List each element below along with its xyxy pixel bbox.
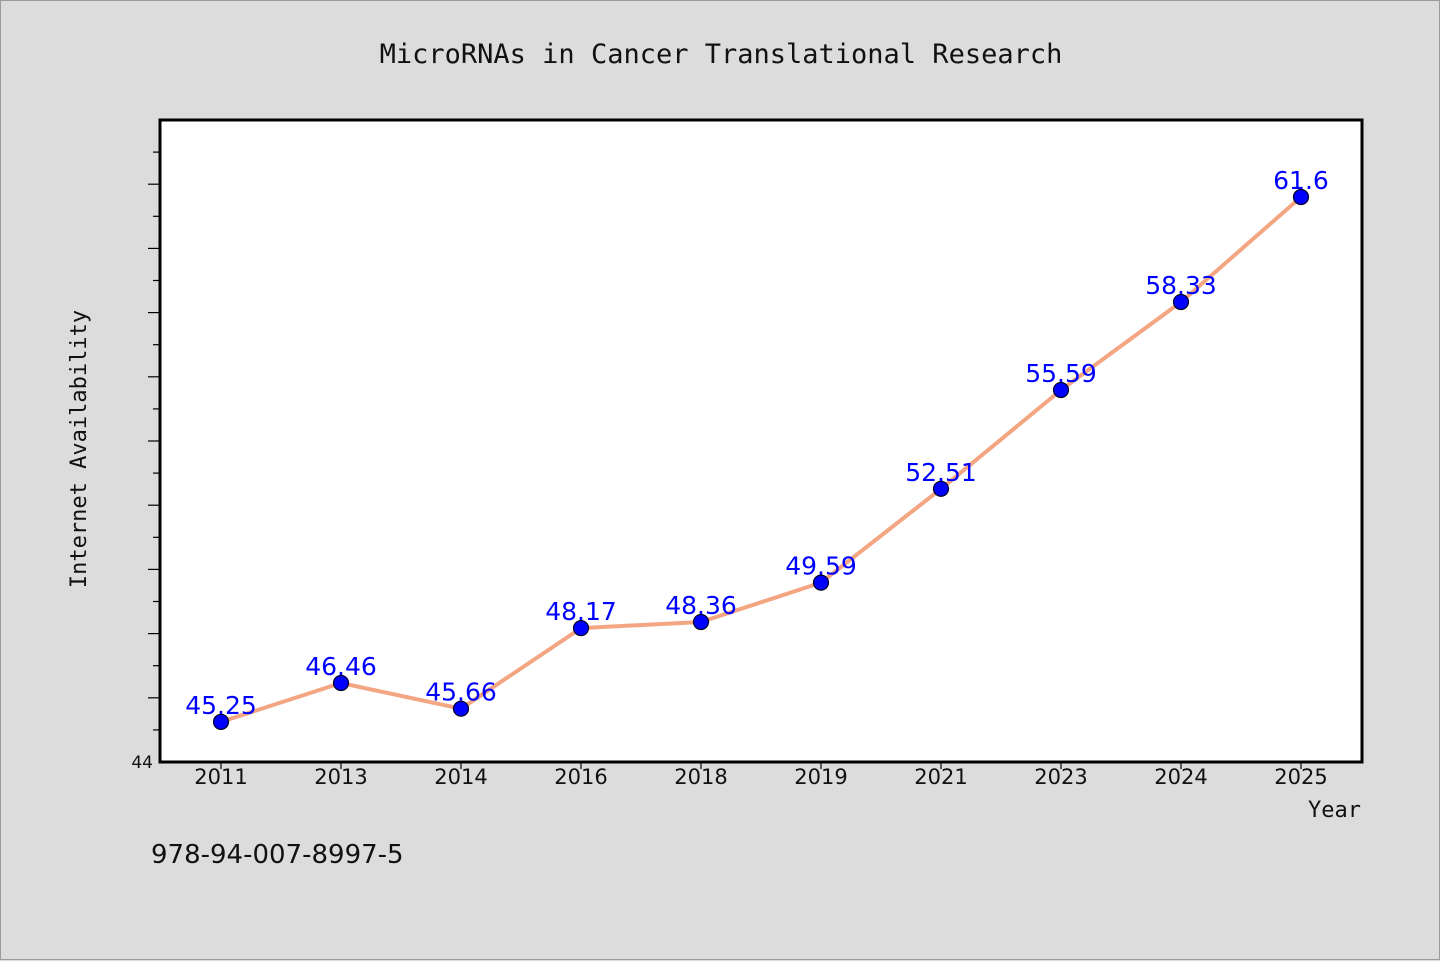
y-axis-ticks xyxy=(148,151,160,731)
plot-area xyxy=(158,118,1364,764)
data-label: 45.25 xyxy=(185,691,257,720)
data-point xyxy=(1292,188,1310,206)
data-point xyxy=(812,574,830,591)
x-tick-label: 2023 xyxy=(1034,765,1087,789)
x-axis-label: Year xyxy=(1308,798,1361,823)
data-point xyxy=(452,700,470,717)
y-tick-label: 44 xyxy=(131,753,153,773)
chart-title: MicroRNAs in Cancer Translational Resear… xyxy=(380,39,1063,70)
data-label: 61.6 xyxy=(1273,166,1329,195)
x-tick-labels: 2011 2013 2014 2016 2018 2019 2021 2023 2024 2025 xyxy=(194,765,1327,789)
data-label: 48.36 xyxy=(665,591,737,620)
y-axis-label: Internet Availability xyxy=(67,310,92,588)
data-label: 46.46 xyxy=(305,652,377,681)
data-label: 45.66 xyxy=(425,678,497,707)
x-tick-label: 2013 xyxy=(314,765,367,789)
data-labels: 45.25 46.46 45.66 48.17 48.36 49.59 52.51 55.59… xyxy=(185,166,1329,720)
x-tick-label: 2024 xyxy=(1154,765,1207,789)
data-label: 48.17 xyxy=(545,597,617,626)
x-tick-label: 2025 xyxy=(1274,765,1327,789)
data-point xyxy=(692,613,710,631)
data-label: 52.51 xyxy=(905,458,977,487)
data-label: 49.59 xyxy=(785,552,857,581)
data-point xyxy=(932,480,950,497)
x-tick-label: 2018 xyxy=(674,765,727,789)
series-line xyxy=(219,195,1303,724)
data-label: 58.33 xyxy=(1145,271,1217,300)
data-point xyxy=(1172,293,1190,311)
x-tick-label: 2016 xyxy=(554,765,607,789)
x-tick-label: 2011 xyxy=(194,765,247,789)
data-point xyxy=(212,713,230,731)
x-axis-ticks xyxy=(220,762,1302,769)
data-label: 55.59 xyxy=(1025,359,1097,388)
x-tick-label: 2021 xyxy=(914,765,967,789)
x-tick-label: 2019 xyxy=(794,765,847,789)
x-tick-label: 2014 xyxy=(434,765,487,789)
data-point xyxy=(1052,381,1070,399)
data-points xyxy=(212,188,1310,731)
isbn-text: 978-94-007-8997-5 xyxy=(151,840,404,870)
data-point xyxy=(572,619,590,637)
data-point xyxy=(332,674,350,692)
